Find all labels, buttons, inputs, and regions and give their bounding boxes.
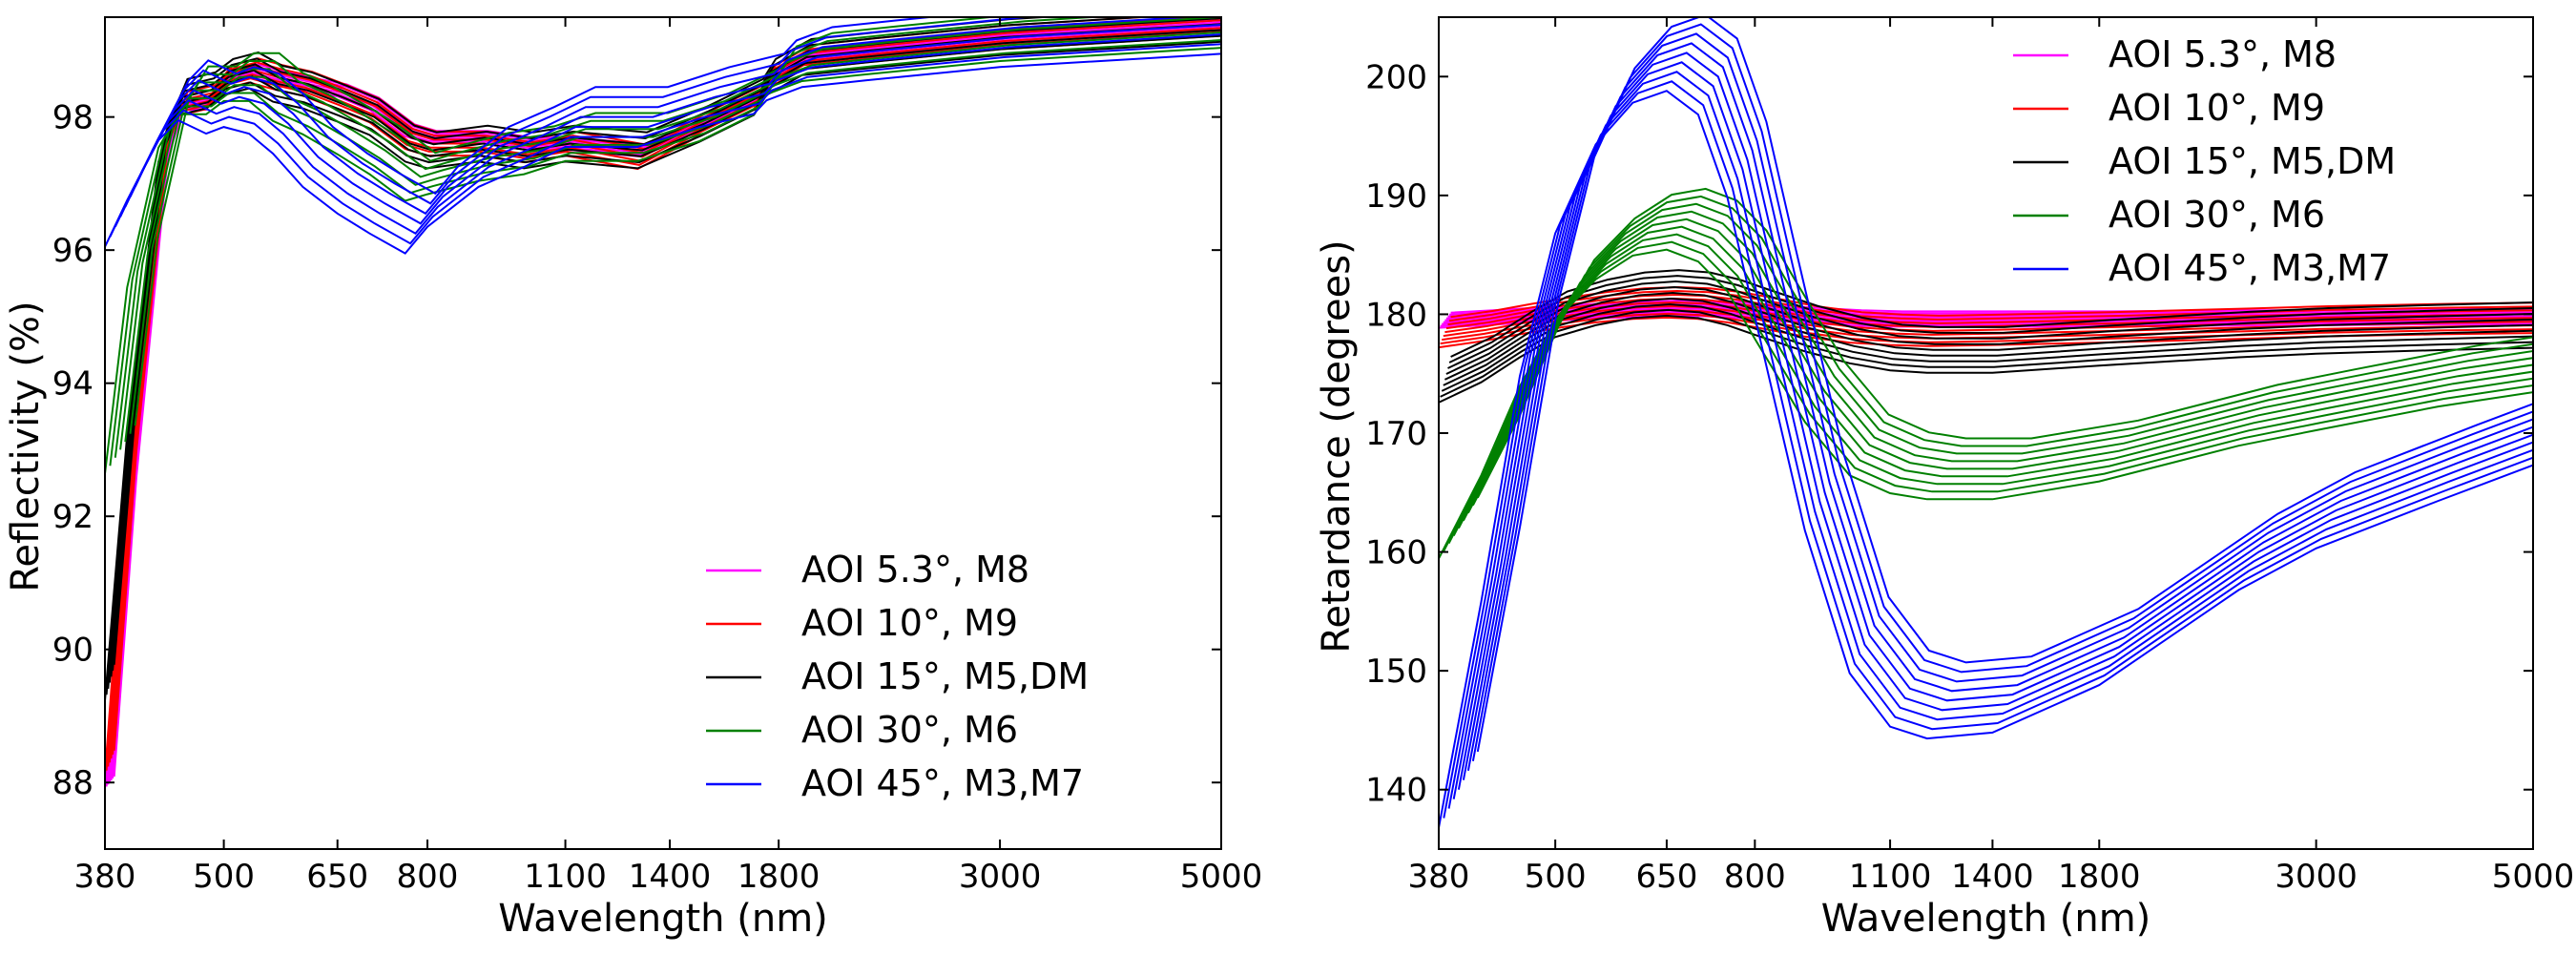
retardance-chart: 380 500 650 800 1100 1400 1800 3000 5000 140 150 16… [1315,16,2575,941]
legend-label: AOI 10°, M9 [801,602,1018,644]
y-tick-label: 200 [1365,58,1427,96]
x-tick-label: 800 [397,858,459,896]
series-2-line-7 [113,17,1158,751]
legend-label: AOI 5.3°, M8 [2109,33,2337,75]
x-tick-label: 1800 [737,858,821,896]
y-axis-label: Retardance (degrees) [1315,239,1359,653]
y-tick-label: 94 [52,365,93,404]
y-tick-label: 88 [52,764,93,802]
x-tick-label: 650 [1635,858,1697,896]
series-5-line-1 [1439,90,2533,828]
x-tick-label: 380 [74,858,136,896]
series-4-line-2 [109,39,1221,467]
x-tick-label: 3000 [2275,858,2358,896]
series-lines [105,17,1221,789]
x-tick-label: 500 [1525,858,1587,896]
y-tick-label: 96 [52,232,93,270]
y-tick-label: 160 [1365,534,1427,572]
legend-label: AOI 5.3°, M8 [801,549,1029,591]
series-5-line-5 [124,17,1202,216]
reflectivity-chart: 380 500 650 800 1100 1400 1800 3000 5000 88 90 92 94… [4,16,1263,941]
x-tick-label: 380 [1408,858,1470,896]
series-4-line-1 [105,47,1221,474]
y-tick-label: 190 [1365,177,1427,216]
legend-label: AOI 45°, M3,M7 [2109,247,2391,289]
legend-label: AOI 10°, M9 [2109,87,2325,129]
series-4-line-6 [129,17,1108,434]
x-tick-label: 500 [193,858,255,896]
series-5-line-9 [1476,17,2533,753]
series-5-line-2 [109,43,1221,245]
x-tick-label: 3000 [959,858,1042,896]
legend-label: AOI 30°, M6 [2109,194,2325,236]
series-5-line-7 [1466,32,2533,771]
series-5-line-3 [1447,71,2533,809]
series-5-line-1 [105,52,1221,255]
legend-label: AOI 30°, M6 [801,709,1018,751]
series-3-line-5 [1444,291,2533,381]
series-5-line-6 [129,17,1042,205]
series-4-line-5 [124,17,1221,443]
y-tick-label: 170 [1365,415,1427,453]
x-axis-label: Wavelength (nm) [498,897,828,941]
series-5 [1439,17,2533,828]
x-tick-label: 1400 [629,858,712,896]
x-tick-label: 1100 [1849,858,1932,896]
series-2-line-3 [1442,308,2533,342]
y-axis-label: Reflectivity (%) [4,301,48,591]
x-axis-label: Wavelength (nm) [1821,897,2151,941]
legend-label: AOI 15°, M5,DM [2109,140,2396,182]
x-tick-label: 5000 [1180,858,1263,896]
series-5-line-4 [119,23,1221,225]
legend: AOI 5.3°, M8 AOI 10°, M9 AOI 15°, M5,DM AOI… [2013,33,2396,289]
series-4-line-9 [1476,187,2533,499]
y-tick-label: 180 [1365,296,1427,334]
y-tick-label: 98 [52,99,93,137]
x-tick-label: 650 [306,858,368,896]
series-3-line-3 [1441,302,2533,392]
y-tick-label: 90 [52,632,93,670]
series-3-line-1 [1439,314,2533,404]
series-5-line-7 [134,17,940,196]
y-tick-label: 92 [52,498,93,536]
x-tick-label: 1400 [1951,858,2034,896]
x-tick-label: 1100 [524,858,607,896]
series-3-line-4 [108,23,1221,683]
series-4-line-3 [114,31,1221,458]
series-5-line-3 [114,33,1221,235]
series-3-line-9 [1450,269,2533,358]
series-4-line-7 [134,17,1000,426]
x-tick-label: 800 [1724,858,1786,896]
legend-label: AOI 45°, M3,M7 [801,762,1084,804]
series-5-line-2 [1443,80,2533,819]
series-4 [1439,187,2533,559]
x-tick-label: 5000 [2492,858,2575,896]
plot-frame [104,16,1222,850]
legend-label: AOI 15°, M5,DM [801,655,1089,697]
y-tick-label: 140 [1365,772,1427,810]
legend: AOI 5.3°, M8 AOI 10°, M9 AOI 15°, M5,DM AOI… [706,549,1089,804]
series-5 [105,17,1221,255]
y-tick-label: 150 [1365,653,1427,691]
x-tick-label: 1800 [2058,858,2141,896]
series-lines [1439,17,2533,828]
